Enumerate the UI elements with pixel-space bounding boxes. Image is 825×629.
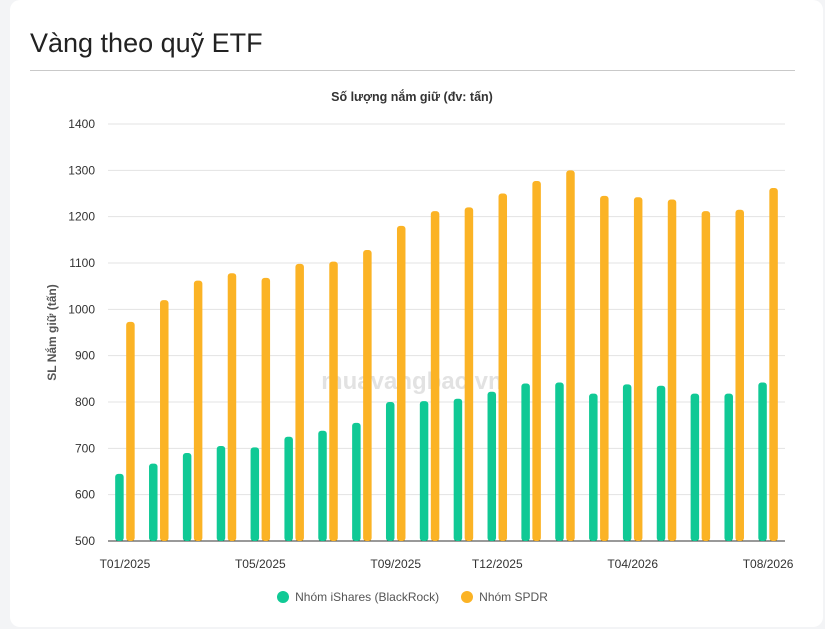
- page-title: Vàng theo quỹ ETF: [30, 28, 263, 58]
- bar-spdr: [261, 277, 271, 541]
- bar-ishares: [115, 473, 124, 541]
- y-tick-label: 1000: [68, 302, 95, 316]
- legend-swatch-spdr: [461, 591, 474, 603]
- x-tick-label: T01/2025: [100, 557, 151, 571]
- bar-spdr: [160, 300, 169, 541]
- bar-ishares: [656, 385, 666, 541]
- bar-ishares: [318, 430, 327, 541]
- legend-label-spdr: Nhóm SPDR: [479, 590, 548, 604]
- bar-spdr: [667, 199, 677, 542]
- y-axis-label: SL Nắm giữ (tấn): [44, 284, 59, 380]
- y-tick-label: 700: [75, 441, 95, 455]
- legend-item-ishares[interactable]: Nhóm iShares (BlackRock): [277, 590, 439, 604]
- bar-spdr: [735, 209, 744, 541]
- bar-ishares: [419, 401, 429, 541]
- bar-spdr: [396, 225, 406, 541]
- bar-spdr: [769, 187, 778, 541]
- bar-spdr: [329, 261, 338, 541]
- bar-ishares: [622, 384, 632, 541]
- bar-ishares: [589, 393, 598, 541]
- bar-spdr: [295, 263, 304, 541]
- legend-label-ishares: Nhóm iShares (BlackRock): [295, 590, 440, 604]
- bar-ishares: [521, 383, 530, 541]
- y-tick-label: 1400: [68, 117, 95, 131]
- bar-ishares: [487, 391, 497, 541]
- bar-spdr: [600, 195, 609, 542]
- bar-ishares: [352, 422, 361, 541]
- x-tick-label: T08/2026: [743, 557, 794, 571]
- legend-item-spdr[interactable]: Nhóm SPDR: [461, 590, 548, 604]
- bar-ishares: [250, 447, 260, 541]
- legend-swatch-ishares: [277, 591, 290, 603]
- bar-spdr: [701, 211, 711, 541]
- y-tick-label: 1100: [69, 256, 95, 270]
- y-tick-label: 600: [75, 488, 95, 502]
- y-tick-label: 1300: [68, 163, 95, 177]
- chart-card: Vàng theo quỹ ETF: [10, 0, 823, 627]
- chart-legend: Nhóm iShares (BlackRock) Nhóm SPDR: [0, 590, 825, 604]
- bar-ishares: [385, 402, 395, 541]
- bar-spdr: [126, 321, 135, 541]
- x-tick-label: T04/2026: [607, 557, 658, 571]
- title-divider: [30, 70, 795, 71]
- y-tick-label: 500: [75, 534, 95, 548]
- bar-spdr: [430, 211, 440, 541]
- x-tick-label: T09/2025: [370, 557, 421, 571]
- x-tick-label: T12/2025: [472, 557, 523, 571]
- bar-spdr: [532, 180, 541, 542]
- bar-ishares: [724, 393, 733, 541]
- bar-ishares: [284, 436, 293, 541]
- bar-ishares: [182, 452, 192, 541]
- y-tick-label: 1200: [68, 210, 95, 224]
- watermark: muavangbac.vn: [321, 368, 502, 395]
- bar-spdr: [363, 250, 372, 541]
- bar-ishares: [555, 382, 564, 541]
- chart-title: Số lượng nắm giữ (đv: tấn): [331, 89, 493, 104]
- bar-ishares: [690, 393, 700, 541]
- y-tick-label: 900: [75, 349, 95, 363]
- bar-spdr: [633, 197, 643, 541]
- bar-spdr: [464, 207, 474, 541]
- bar-ishares: [453, 398, 463, 541]
- bar-ishares: [149, 463, 158, 541]
- bar-ishares: [216, 446, 226, 541]
- bar-spdr: [227, 273, 237, 541]
- y-tick-label: 800: [75, 395, 95, 409]
- bar-spdr: [498, 193, 508, 541]
- x-tick-label: T05/2025: [235, 557, 286, 571]
- bar-ishares: [758, 382, 767, 541]
- bar-spdr: [193, 280, 203, 541]
- bar-spdr: [566, 170, 575, 542]
